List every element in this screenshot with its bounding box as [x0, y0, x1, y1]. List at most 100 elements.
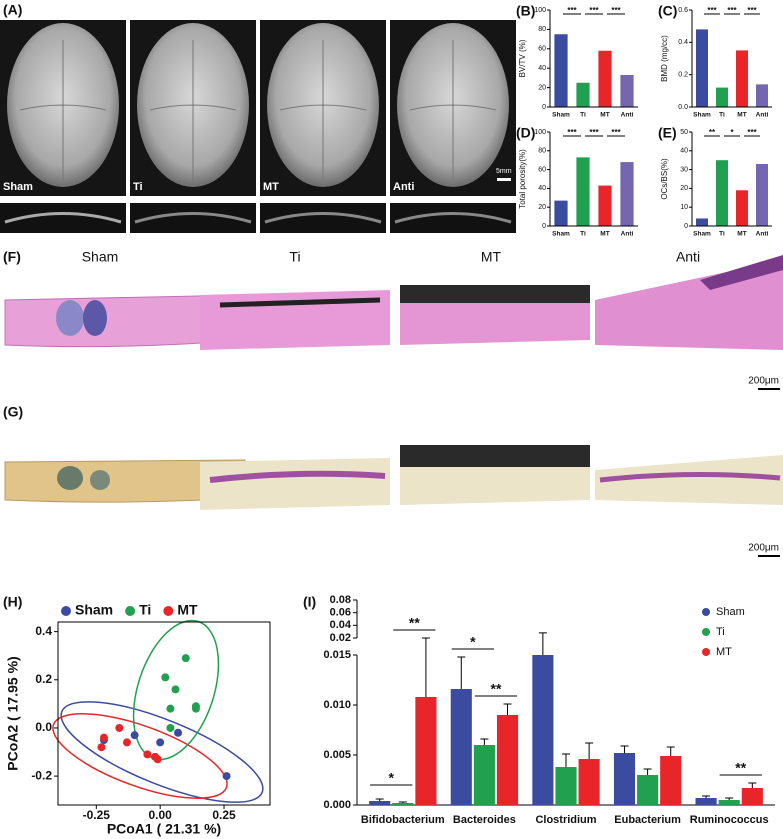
bar: [598, 185, 612, 226]
error-bar: [503, 703, 512, 715]
y-tick-label: 0.2: [678, 72, 688, 79]
point: [191, 702, 200, 711]
column-label: Ti: [289, 249, 300, 265]
panel-label: (G): [3, 404, 23, 420]
point: [99, 733, 108, 742]
x-tick-label: Sham: [552, 112, 570, 119]
x-tick-label: Anti: [621, 112, 634, 119]
x-tick-label: MT: [737, 112, 746, 119]
ct-images: [0, 20, 516, 233]
point: [122, 738, 131, 747]
bar: [696, 29, 708, 107]
legend-label: Sham: [716, 606, 745, 618]
axes: [549, 132, 638, 227]
bar: [741, 788, 763, 805]
legend-marker: [125, 606, 136, 616]
error-bar: [666, 746, 675, 756]
y-axis-label: BV/TV (%): [518, 39, 527, 77]
image-label: Anti: [393, 181, 414, 193]
bar: [555, 767, 577, 805]
bar: [716, 87, 728, 107]
panel-label: (D): [516, 125, 535, 141]
error-bar: [702, 795, 711, 798]
significance-label: *: [470, 634, 476, 650]
panel-label: (F): [3, 249, 21, 265]
x-tick-label: Clostridium: [535, 814, 596, 826]
point: [181, 654, 190, 663]
panel-label: (E): [658, 125, 677, 141]
column-label: MT: [481, 249, 502, 265]
error-bar: [375, 798, 384, 801]
significance-label: ***: [707, 6, 717, 15]
bar: [695, 798, 717, 805]
significance-label: **: [409, 615, 420, 631]
bar: [756, 84, 768, 107]
x-tick-label: Anti: [756, 112, 769, 119]
significance-label: ***: [747, 128, 757, 137]
y-tick-label: 0.2: [35, 672, 52, 686]
error-bar: [398, 801, 407, 803]
y-tick-label: 0.02: [330, 632, 351, 644]
x-tick-label: Bifidobacterium: [361, 814, 445, 826]
column-label: Sham: [82, 249, 119, 265]
error-bar: [748, 782, 757, 788]
legend-label: MT: [716, 646, 732, 658]
significance-label: **: [735, 760, 746, 776]
bar: [637, 775, 659, 805]
y-tick-label: 0.0: [35, 720, 52, 734]
image-label: Sham: [3, 181, 33, 193]
confidence-ellipses: [52, 619, 264, 803]
x-tick-label: Bacteroides: [453, 814, 516, 826]
y-tick-label: 0.06: [330, 607, 351, 619]
x-tick-label: Ti: [719, 231, 725, 238]
image-label: Ti: [133, 181, 143, 193]
legend-marker: [702, 648, 710, 656]
y-tick-label: 20: [538, 84, 546, 91]
bar: [736, 50, 748, 107]
x-tick-label: Ti: [580, 231, 586, 238]
error-bar: [421, 637, 430, 697]
significance-label: ***: [567, 128, 577, 137]
x-tick-label: 0.25: [212, 808, 236, 822]
y-tick-label: 0.04: [330, 619, 352, 631]
scale-bar-label: 5mm: [496, 168, 512, 175]
x-tick-label: Sham: [693, 112, 711, 119]
y-tick-label: 100: [534, 7, 546, 14]
x-tick-label: 0.00: [148, 808, 172, 822]
y-tick-label: 0.000: [323, 799, 351, 811]
point: [174, 728, 183, 737]
scale-bar-label: 200μm: [748, 376, 779, 387]
significance-label: ***: [611, 6, 621, 15]
x-tick-label: Anti: [756, 231, 769, 238]
x-tick-label: Sham: [552, 231, 570, 238]
error-bar: [562, 753, 570, 767]
x-tick-label: MT: [600, 231, 609, 238]
bar: [660, 756, 682, 805]
point: [156, 738, 165, 747]
significance-label: *: [730, 128, 734, 137]
y-tick-label: 0: [684, 223, 688, 230]
panel-label: (H): [3, 594, 22, 610]
error-bar: [538, 632, 547, 655]
y-tick-label: 40: [538, 185, 546, 192]
significance-label: ***: [747, 6, 757, 15]
error-bar: [457, 656, 466, 689]
significance-label: ***: [589, 6, 599, 15]
x-axis-label: PCoA1 ( 21.31 %): [107, 821, 221, 837]
axes: [691, 132, 772, 227]
y-tick-label: 40: [680, 148, 688, 155]
stain-images: [4, 445, 783, 510]
bar: [620, 74, 634, 107]
y-tick-label: 0.4: [678, 39, 688, 46]
x-tick-label: Ti: [719, 112, 725, 119]
axes: [549, 10, 638, 108]
y-tick-label: 0.015: [323, 649, 351, 661]
x-tick-label: Ti: [580, 112, 586, 119]
y-tick-label: 30: [680, 166, 688, 173]
legend-marker: [61, 606, 71, 616]
bar: [718, 800, 740, 805]
error-bar: [725, 797, 734, 800]
significance-label: **: [491, 681, 502, 697]
y-tick-label: 0.4: [35, 624, 52, 638]
bar: [613, 753, 636, 805]
